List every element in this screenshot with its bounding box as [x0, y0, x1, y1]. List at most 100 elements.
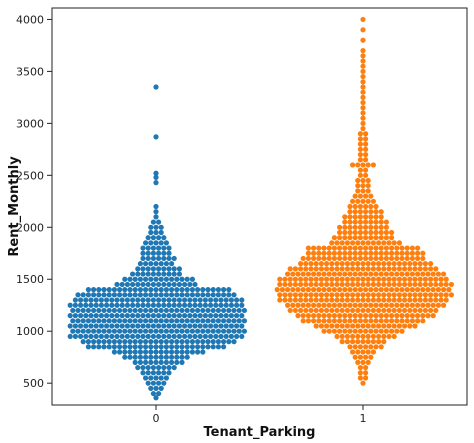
data-point	[352, 302, 358, 308]
data-point	[300, 287, 306, 293]
data-point	[347, 245, 353, 251]
data-point	[368, 245, 374, 251]
data-point	[143, 354, 149, 360]
data-point	[239, 302, 245, 308]
data-point	[329, 323, 335, 329]
data-point	[197, 302, 203, 308]
data-point	[200, 318, 206, 324]
data-point	[161, 281, 167, 288]
data-point	[111, 292, 117, 298]
data-point	[443, 276, 449, 282]
data-point	[378, 209, 384, 215]
data-point	[355, 183, 361, 189]
data-point	[145, 297, 151, 303]
data-point	[339, 276, 345, 282]
data-point	[308, 281, 314, 288]
data-point	[192, 313, 198, 319]
data-point	[415, 302, 421, 308]
data-point	[153, 240, 159, 246]
data-point	[386, 292, 392, 298]
data-point	[282, 297, 288, 303]
data-point	[163, 339, 169, 345]
data-point	[287, 307, 293, 314]
data-point	[156, 281, 162, 288]
data-point	[383, 224, 389, 230]
data-point	[339, 281, 345, 288]
data-point	[363, 250, 369, 256]
data-point	[381, 261, 387, 267]
data-point	[150, 255, 156, 262]
data-point	[324, 297, 330, 303]
data-point	[221, 287, 227, 293]
data-point	[153, 229, 159, 236]
data-point	[292, 266, 298, 272]
data-point	[158, 224, 164, 230]
data-point	[337, 224, 343, 230]
data-point	[435, 302, 441, 308]
data-point	[409, 302, 415, 308]
data-point	[399, 271, 405, 277]
data-point	[114, 297, 120, 303]
data-point	[298, 276, 304, 282]
data-point	[290, 302, 296, 308]
data-point	[234, 333, 240, 340]
data-point	[156, 219, 162, 225]
data-point	[156, 364, 162, 371]
data-point	[373, 245, 379, 251]
data-point	[231, 292, 237, 298]
data-point	[83, 302, 89, 308]
data-point	[363, 354, 369, 360]
data-point	[101, 287, 107, 293]
data-point	[360, 307, 366, 314]
data-point	[376, 307, 382, 314]
data-point	[182, 281, 188, 288]
data-point	[365, 307, 371, 314]
data-point	[360, 16, 366, 23]
data-point	[150, 219, 156, 225]
data-point	[72, 297, 78, 303]
data-point	[213, 323, 219, 329]
data-point	[285, 287, 291, 293]
data-point	[195, 328, 201, 334]
data-point	[135, 364, 141, 371]
data-point	[166, 370, 172, 376]
data-point	[205, 344, 211, 350]
data-point	[360, 162, 366, 168]
data-point	[378, 245, 384, 251]
data-point	[409, 245, 415, 251]
data-point	[370, 323, 376, 329]
data-point	[365, 177, 371, 184]
data-point	[316, 302, 322, 308]
data-point	[205, 328, 211, 334]
data-point	[337, 302, 343, 308]
data-point	[195, 344, 201, 350]
data-point	[145, 255, 151, 262]
data-point	[78, 313, 84, 319]
data-point	[399, 313, 405, 319]
data-point	[184, 349, 190, 355]
data-point	[91, 318, 97, 324]
data-point	[298, 292, 304, 298]
data-point	[124, 297, 130, 303]
data-point	[360, 53, 366, 59]
data-point	[163, 292, 169, 298]
data-point	[394, 255, 400, 262]
data-point	[350, 281, 356, 288]
data-point	[342, 302, 348, 308]
data-point	[148, 276, 154, 282]
data-point	[313, 323, 319, 329]
data-point	[189, 339, 195, 345]
data-point	[140, 302, 146, 308]
y-tick-label: 2500	[16, 169, 44, 182]
data-point	[357, 224, 363, 230]
data-point	[342, 250, 348, 256]
data-point	[412, 292, 418, 298]
data-point	[117, 307, 123, 314]
data-point	[383, 328, 389, 334]
data-point	[370, 307, 376, 314]
data-point	[277, 276, 283, 282]
data-point	[145, 250, 151, 256]
data-point	[360, 261, 366, 267]
data-point	[282, 281, 288, 288]
data-point	[117, 349, 123, 355]
